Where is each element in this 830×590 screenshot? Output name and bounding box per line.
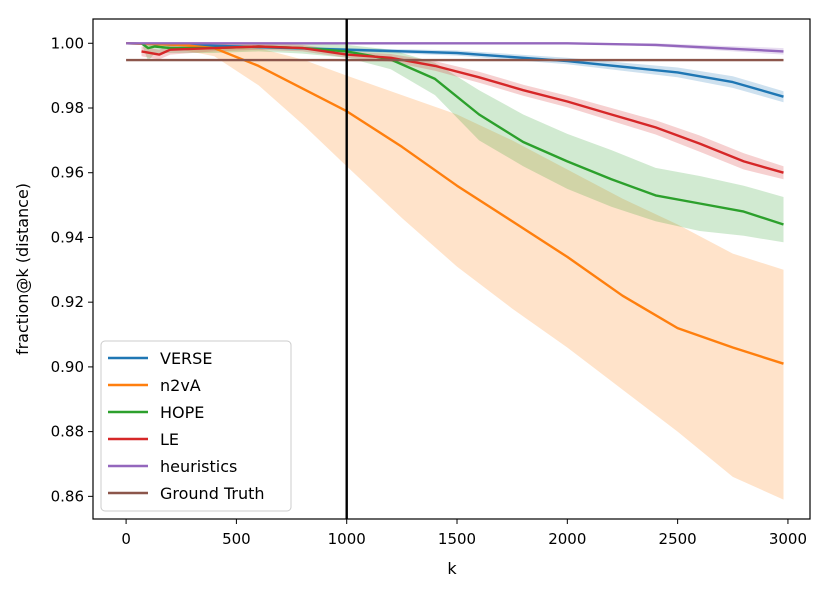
legend-label-0: VERSE [160, 349, 212, 368]
series-line-1 [126, 42, 784, 365]
y-tick-label: 0.96 [51, 164, 84, 182]
y-tick-label: 1.00 [51, 34, 84, 52]
y-tick-label: 0.86 [51, 487, 84, 505]
x-tick-label: 2000 [548, 530, 586, 548]
series-lines [126, 42, 784, 365]
legend: VERSE n2vA HOPE LE heuristics Ground Truth [100, 340, 292, 512]
x-axis-ticks: 0 500 1000 1500 2000 2500 3000 [121, 519, 807, 548]
series-line-3 [141, 45, 784, 174]
band-3 [141, 43, 784, 180]
band-2 [141, 43, 784, 243]
legend-label-1: n2vA [160, 376, 201, 395]
y-tick-label: 0.98 [51, 99, 84, 117]
x-tick-label: 0 [121, 530, 131, 548]
legend-box [100, 340, 292, 512]
y-axis-label: fraction@k (distance) [13, 183, 32, 355]
legend-label-5: Ground Truth [160, 484, 265, 503]
y-tick-label: 0.94 [51, 228, 84, 246]
x-tick-label: 500 [222, 530, 251, 548]
x-tick-label: 3000 [769, 530, 807, 548]
y-axis-ticks: 0.86 0.88 0.90 0.92 0.94 0.96 0.98 1.00 [51, 34, 93, 505]
x-tick-label: 1000 [328, 530, 366, 548]
series-line-4 [126, 42, 784, 53]
x-axis-label: k [447, 559, 457, 578]
y-tick-label: 0.88 [51, 423, 84, 441]
band-0 [126, 43, 784, 103]
y-tick-label: 0.90 [51, 358, 84, 376]
y-tick-label: 0.92 [51, 293, 84, 311]
x-tick-label: 2500 [659, 530, 697, 548]
legend-label-3: LE [160, 430, 179, 449]
legend-label-2: HOPE [160, 403, 204, 422]
plot-frame [92, 18, 811, 520]
legend-label-4: heuristics [160, 457, 237, 476]
band-1 [126, 43, 784, 500]
series-line-2 [140, 42, 784, 226]
x-tick-label: 1500 [438, 530, 476, 548]
